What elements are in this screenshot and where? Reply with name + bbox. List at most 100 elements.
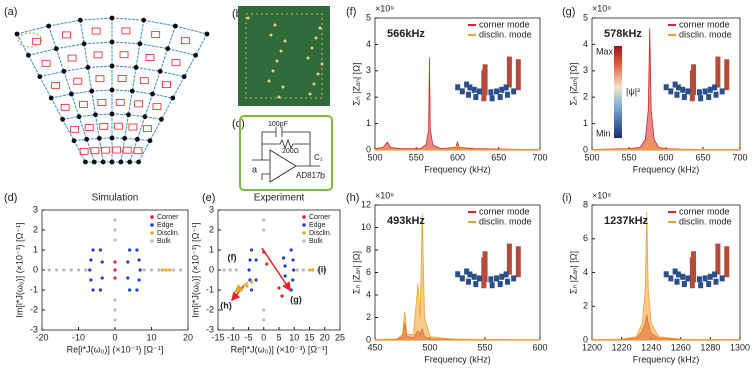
point xyxy=(289,248,293,252)
y-tick-label: 0 xyxy=(366,144,371,154)
inset-block xyxy=(672,81,678,88)
lattice-link xyxy=(39,70,64,78)
board-component xyxy=(310,46,314,50)
inset-block xyxy=(719,275,725,282)
peak-annotation: 493kHz xyxy=(387,215,425,227)
opamp-cell xyxy=(112,146,121,154)
circuit-lattice xyxy=(14,15,210,165)
lattice-node xyxy=(109,63,115,69)
y-tick-label: 6 xyxy=(583,233,588,243)
point xyxy=(249,280,254,284)
opamp-cell xyxy=(79,147,89,155)
x-axis-label: Re[i*J(ω₀)] (×10⁻³) [Ω⁻¹] xyxy=(231,344,328,354)
point xyxy=(164,268,168,272)
inset-block xyxy=(494,275,500,282)
lattice-link xyxy=(131,67,137,92)
inset-block xyxy=(499,273,505,280)
inset-block xyxy=(680,86,686,93)
opamp-cell xyxy=(143,125,152,133)
x-tick-label: 1240 xyxy=(641,342,661,352)
legend-label: corner mode xyxy=(479,206,530,216)
lattice-link xyxy=(132,90,153,95)
legend-marker xyxy=(150,215,154,219)
lattice-link xyxy=(195,33,208,56)
lattice-node xyxy=(133,65,139,70)
inset-block xyxy=(471,86,477,93)
axis-multiplier: ×10⁹ xyxy=(375,3,394,13)
inset-block xyxy=(467,271,473,278)
board-component xyxy=(275,59,279,63)
point xyxy=(149,268,154,272)
legend-label: Bulk xyxy=(309,238,323,245)
lattice-node xyxy=(83,159,88,165)
x-tick-label: 1260 xyxy=(671,342,691,352)
lattice-node xyxy=(109,111,115,117)
inset-block xyxy=(515,59,521,91)
point xyxy=(262,228,266,232)
inset-block xyxy=(488,89,494,96)
board-component xyxy=(267,79,271,83)
point xyxy=(126,260,130,264)
lattice-link xyxy=(135,66,161,72)
lattice-node xyxy=(170,95,176,101)
opamp-cell xyxy=(134,100,144,108)
inset-block xyxy=(680,273,686,280)
legend-label: Corner xyxy=(309,214,331,221)
inset-block xyxy=(696,89,702,96)
chart-title: Experiment xyxy=(254,193,305,204)
point xyxy=(126,276,130,280)
point xyxy=(291,258,295,262)
inset-block xyxy=(511,275,517,282)
opamp-cell xyxy=(91,27,101,35)
inset-block xyxy=(698,95,704,102)
legend-label: corner mode xyxy=(679,19,730,29)
lattice-node xyxy=(61,68,67,74)
board-component xyxy=(312,82,316,86)
inset-block xyxy=(719,88,725,95)
point xyxy=(100,276,104,280)
inset-block xyxy=(505,91,511,98)
point xyxy=(281,256,286,260)
point xyxy=(228,268,232,272)
inset-block xyxy=(712,271,718,278)
y-axis-label: Σₙ |Zₐₙ| [Ω] xyxy=(568,63,578,106)
inset-block xyxy=(459,275,465,282)
x-tick-label: 1280 xyxy=(700,342,720,352)
inset-block xyxy=(476,275,482,282)
inset-block xyxy=(471,273,477,280)
inset-block xyxy=(724,59,730,91)
inset-block xyxy=(672,268,678,275)
inset-block xyxy=(497,94,503,101)
legend-marker xyxy=(150,239,154,243)
legend-label: Corner xyxy=(157,214,179,221)
capacitor-c1-label: C₁ xyxy=(314,153,323,162)
lattice-node xyxy=(118,159,124,165)
lattice-link xyxy=(98,138,104,163)
lattice-node xyxy=(85,65,91,70)
inset-block xyxy=(691,64,697,96)
inset-block xyxy=(473,94,479,101)
y-tick-label: 2 xyxy=(583,301,588,311)
lattice-link xyxy=(152,71,161,95)
x-tick-label: 650 xyxy=(491,152,506,162)
point xyxy=(55,268,59,272)
inset-block xyxy=(494,88,500,95)
point xyxy=(171,268,175,272)
opamp-cell xyxy=(93,51,103,59)
inset-block xyxy=(724,246,730,278)
lattice-link xyxy=(63,66,89,72)
lattice-node xyxy=(109,87,115,93)
lattice-node xyxy=(126,112,131,118)
lattice-link xyxy=(124,114,129,139)
lattice-link xyxy=(111,41,140,45)
lattice-node xyxy=(60,116,65,122)
board-component xyxy=(306,56,310,60)
lattice-link xyxy=(159,48,169,72)
opamp-cell xyxy=(181,37,190,45)
lattice-link xyxy=(111,89,133,92)
lattice-link xyxy=(144,116,162,120)
inset-block xyxy=(713,91,719,98)
lattice-node xyxy=(81,41,87,47)
board-component xyxy=(318,26,322,30)
y-tick-label: 1 xyxy=(583,118,588,128)
